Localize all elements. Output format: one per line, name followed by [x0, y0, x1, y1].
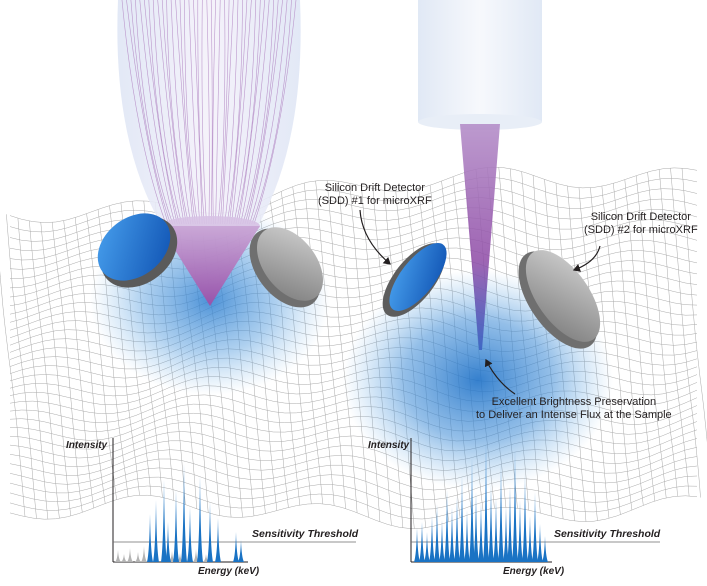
sdd1-label-line2: (SDD) #1 for microXRF — [318, 195, 432, 207]
left-x-axis-label: Energy (keV) — [198, 566, 260, 577]
left-spectrum-chart — [112, 438, 356, 563]
sdd1-label-line1: Silicon Drift Detector — [324, 182, 425, 194]
brightness-callout-arrow — [484, 358, 516, 395]
sdd2-label-line1: Silicon Drift Detector — [590, 211, 691, 223]
left-y-axis-label: Intensity — [66, 440, 108, 451]
sdd2-label-line2: (SDD) #2 for microXRF — [584, 224, 698, 236]
left-spectrum-peaks — [115, 464, 244, 562]
brightness-label-line2: to Deliver an Intense Flux at the Sample — [476, 409, 672, 421]
sdd-1-left-disc-blue — [97, 213, 178, 288]
right-y-axis-label: Intensity — [368, 440, 410, 451]
sdd-1-microxrf-detector — [382, 243, 447, 317]
sdd1-label: Silicon Drift Detector (SDD) #1 for micr… — [318, 182, 432, 208]
monocapillary-optic — [418, 0, 542, 350]
sdd-2-microxrf-detector — [518, 250, 601, 349]
brightness-label: Excellent Brightness Preservation to Del… — [476, 396, 672, 422]
brightness-label-line1: Excellent Brightness Preservation — [491, 396, 657, 408]
left-threshold-label: Sensitivity Threshold — [252, 528, 359, 540]
sdd2-label: Silicon Drift Detector (SDD) #2 for micr… — [584, 211, 698, 237]
right-x-axis-label: Energy (keV) — [503, 566, 565, 577]
sdd1-callout-arrow — [359, 209, 391, 265]
right-threshold-label: Sensitivity Threshold — [554, 528, 661, 540]
polycapillary-optic — [117, 0, 301, 306]
right-spectrum-chart — [410, 438, 660, 563]
right-spectrum-peaks — [414, 442, 548, 562]
sdd2-callout-arrow — [572, 245, 601, 272]
sdd-left-gray-disc — [249, 227, 323, 308]
